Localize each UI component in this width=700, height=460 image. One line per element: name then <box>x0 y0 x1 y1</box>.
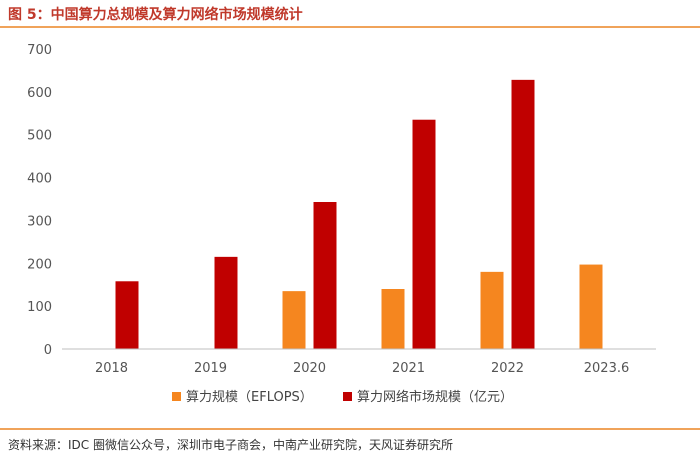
y-tick-label: 300 <box>27 214 52 229</box>
x-tick-label: 2022 <box>491 361 524 376</box>
legend-label-compute: 算力规模（EFLOPS） <box>186 390 313 405</box>
title-divider <box>0 26 700 28</box>
y-tick-label: 0 <box>44 343 52 358</box>
chart-title: 图 5：中国算力总规模及算力网络市场规模统计 <box>8 7 303 23</box>
bar-network-market-2022 <box>511 79 535 349</box>
legend: 算力规模（EFLOPS） 算力网络市场规模（亿元） <box>172 389 513 405</box>
bar-compute-2021 <box>381 289 405 349</box>
footer-divider <box>0 428 700 430</box>
source-note: 资料来源：IDC 圈微信公众号，深圳市电子商会，中南产业研究院，天风证券研究所 <box>8 438 453 452</box>
bar-compute-2022 <box>480 271 504 349</box>
y-tick-label: 100 <box>27 300 52 315</box>
bar-network-market-2019 <box>214 256 238 349</box>
x-tick-label: 2019 <box>194 361 227 376</box>
y-tick-label: 700 <box>27 43 52 58</box>
x-tick-label: 2023.6 <box>584 361 630 376</box>
x-tick-label: 2020 <box>293 361 326 376</box>
bar-network-market-2020 <box>313 202 337 349</box>
y-tick-label: 200 <box>27 257 52 272</box>
bar-compute-2023.6 <box>579 264 603 349</box>
legend-swatch-compute <box>172 392 181 401</box>
legend-swatch-network-market <box>343 392 352 401</box>
bar-compute-2020 <box>282 291 306 349</box>
x-tick-label: 2021 <box>392 361 425 376</box>
y-tick-label: 600 <box>27 86 52 101</box>
x-tick-label: 2018 <box>95 361 128 376</box>
y-tick-label: 500 <box>27 129 52 144</box>
bar-network-market-2018 <box>115 281 139 349</box>
y-tick-label: 400 <box>27 172 52 187</box>
legend-label-network-market: 算力网络市场规模（亿元） <box>357 389 513 405</box>
bar-network-market-2021 <box>412 119 436 349</box>
